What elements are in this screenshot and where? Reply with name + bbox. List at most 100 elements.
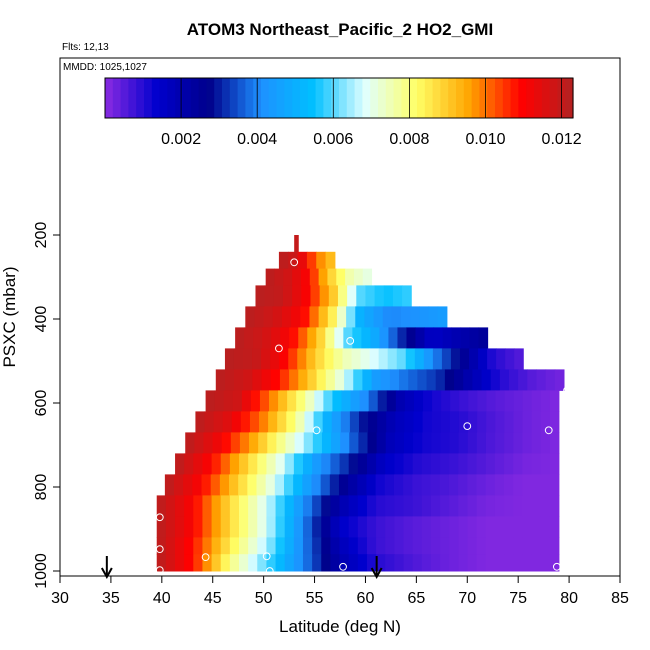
x-tick-label: 85 — [611, 590, 629, 607]
heatmap-cell — [248, 453, 258, 475]
heatmap-cell — [286, 411, 296, 433]
heatmap-cell — [289, 369, 299, 391]
heatmap-cell — [531, 516, 542, 538]
heatmap-cell — [513, 554, 523, 572]
heatmap-cell — [312, 432, 323, 454]
colorbar-segment — [549, 78, 558, 118]
heatmap-cell — [373, 306, 384, 328]
heatmap-cell — [321, 537, 331, 555]
heatmap-cell — [266, 537, 277, 555]
colorbar-segment — [190, 78, 200, 118]
heatmap-cell — [248, 495, 258, 517]
heatmap-cell — [310, 285, 321, 307]
heatmap-cell — [257, 516, 267, 538]
heatmap-cell — [156, 554, 167, 572]
heatmap-cell — [545, 369, 556, 391]
heatmap-cell — [513, 516, 523, 538]
heatmap-cell — [252, 348, 262, 370]
heatmap-cell — [235, 327, 245, 349]
colorbar-segment — [128, 78, 137, 118]
colorbar-segment — [378, 78, 387, 118]
heatmap-cell — [430, 474, 441, 496]
colorbar-segment — [222, 78, 231, 118]
heatmap-cell — [494, 453, 505, 475]
heatmap-cell — [412, 537, 423, 555]
heatmap-cell — [238, 537, 249, 555]
heatmap-cell — [394, 554, 405, 572]
colorbar-segment — [401, 78, 410, 118]
heatmap-cell — [345, 268, 355, 286]
heatmap-cell — [339, 537, 350, 555]
heatmap-cell — [300, 268, 311, 286]
heatmap-cell — [334, 327, 344, 349]
x-tick-label: 45 — [204, 590, 222, 607]
heatmap-cell — [430, 453, 441, 475]
heatmap-cell — [468, 390, 478, 412]
heatmap-cell — [549, 537, 560, 555]
heatmap-cell — [540, 495, 551, 517]
heatmap-cell — [504, 390, 515, 412]
heatmap-cell — [324, 348, 334, 370]
colorbar-segment — [151, 78, 161, 118]
heatmap-cell — [440, 516, 450, 538]
heatmap-cell — [531, 474, 542, 496]
heatmap-cell — [357, 474, 367, 496]
heatmap-cell — [264, 285, 275, 307]
heatmap-cell — [265, 268, 275, 286]
heatmap-cell — [319, 285, 330, 307]
heatmap-cell — [377, 390, 388, 412]
x-tick-label: 70 — [458, 590, 476, 607]
heatmap-cell — [312, 554, 322, 572]
heatmap-cell — [353, 268, 364, 286]
colorbar-segment — [541, 78, 551, 118]
heatmap-cell — [318, 268, 328, 286]
heatmap-cell — [257, 537, 267, 555]
heatmap-cell — [244, 327, 254, 349]
colorbar-segment — [370, 78, 379, 118]
heatmap-cell — [193, 516, 203, 538]
heatmap-cell — [513, 411, 524, 433]
heatmap-cell — [321, 453, 331, 475]
heatmap-cell — [298, 327, 308, 349]
heatmap-cell — [330, 495, 341, 517]
heatmap-cell — [513, 453, 523, 475]
heatmap-cell — [276, 432, 286, 454]
heatmap-cell — [165, 516, 176, 538]
x-axis: 30 35 40 45 50 55 60 65 70 75 80 85 — [51, 576, 629, 607]
heatmap-cell — [250, 390, 261, 412]
heatmap-cell — [270, 369, 281, 391]
heatmap-cell — [375, 474, 386, 496]
colorbar-segment — [432, 78, 441, 118]
heatmap-cell — [193, 495, 203, 517]
heatmap-cell — [327, 306, 338, 328]
heatmap-cell — [229, 554, 240, 572]
heatmap-cell — [175, 516, 185, 538]
heatmap-cell — [261, 348, 271, 370]
heatmap-cell — [238, 516, 249, 538]
heatmap-cell — [382, 306, 393, 328]
heatmap-cell — [472, 369, 483, 391]
heatmap-cell — [221, 432, 232, 454]
heatmap-cell — [522, 453, 532, 475]
heatmap-cell — [280, 327, 290, 349]
heatmap-cell — [449, 495, 459, 517]
colorbar-segment — [565, 78, 574, 118]
heatmap-cell — [212, 432, 223, 454]
heatmap-cell — [266, 554, 277, 572]
heatmap-cell — [352, 327, 362, 349]
heatmap-cell — [449, 411, 460, 433]
heatmap-cell — [232, 390, 243, 412]
sample-point — [563, 386, 571, 395]
heatmap-cell — [266, 495, 277, 517]
heatmap-cell — [174, 474, 184, 496]
heatmap-cell — [485, 495, 496, 517]
heatmap-cell — [243, 348, 253, 370]
heatmap-cell — [192, 474, 203, 496]
colorbar-segment — [214, 78, 223, 118]
heatmap-cell — [243, 369, 253, 391]
heatmap-cell — [549, 411, 560, 433]
heatmap-cell — [440, 537, 450, 555]
heatmap-cell — [463, 369, 473, 391]
sample-points — [155, 258, 571, 575]
heatmap-cell — [165, 537, 176, 555]
